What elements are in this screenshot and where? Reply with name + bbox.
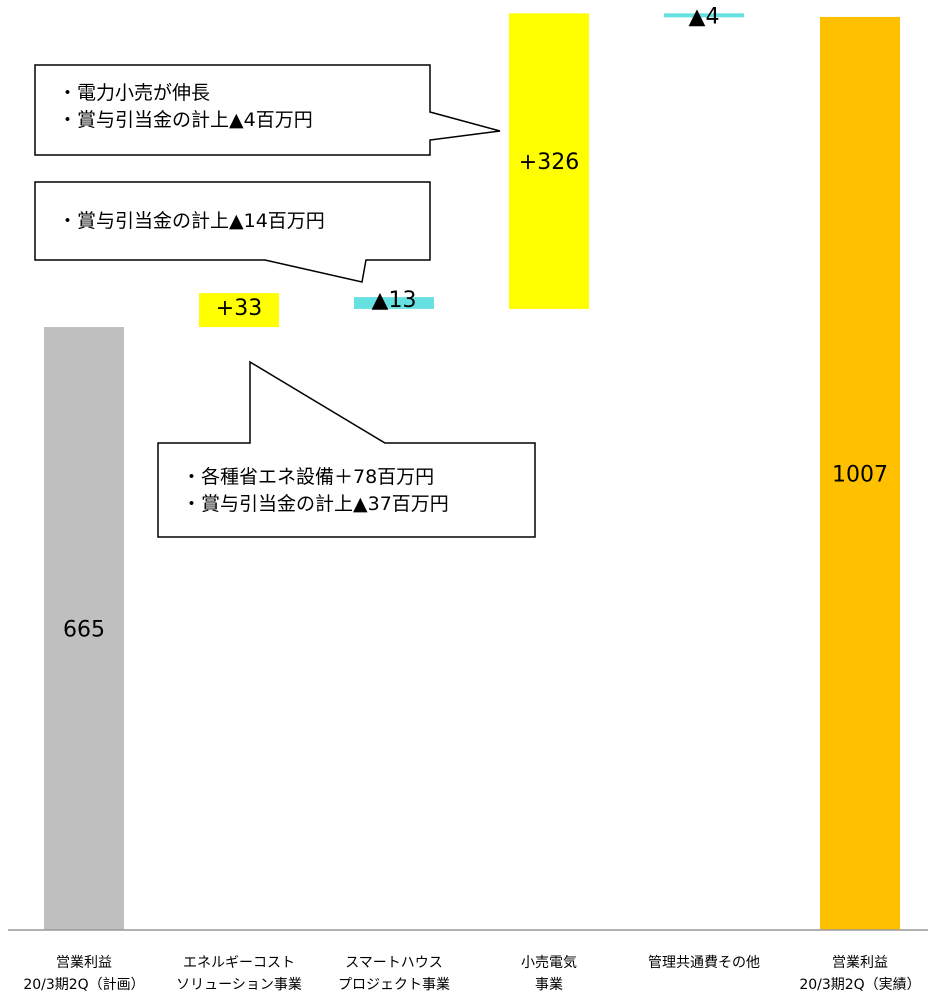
callout-line: ・各種省エネ設備＋78百万円 xyxy=(182,466,435,488)
bar-6 xyxy=(820,16,900,930)
value-label-5: ▲4 xyxy=(689,4,720,29)
x-tick-label-5-line-1: 管理共通費その他 xyxy=(648,955,760,971)
value-label-1: 665 xyxy=(63,618,105,643)
x-tick-label-1-line-1: 営業利益 xyxy=(56,955,112,971)
x-tick-label-1-line-2: 20/3期2Q（計画） xyxy=(23,977,144,993)
x-tick-label-4-line-1: 小売電気 xyxy=(521,955,577,971)
bar-4 xyxy=(509,13,589,309)
callout-line: ・賞与引当金の計上▲4百万円 xyxy=(58,109,313,131)
value-label-2: +33 xyxy=(216,296,262,321)
x-tick-label-2-line-2: ソリューション事業 xyxy=(176,977,302,993)
x-tick-label-4-line-2: 事業 xyxy=(535,977,563,993)
callout-line: ・賞与引当金の計上▲14百万円 xyxy=(58,210,325,232)
value-label-4: +326 xyxy=(519,150,579,175)
value-label-6: 1007 xyxy=(832,462,888,487)
callout-line: ・賞与引当金の計上▲37百万円 xyxy=(182,493,449,515)
value-label-3: ▲13 xyxy=(372,288,417,313)
callout-text-retail: ・電力小売が伸長 ・賞与引当金の計上▲4百万円 xyxy=(58,80,313,134)
bar-5 xyxy=(664,13,744,18)
callout-bubble-retail xyxy=(34,64,501,156)
callout-line: ・電力小売が伸長 xyxy=(58,82,211,104)
callout-bubble-smarthouse xyxy=(34,181,431,283)
bar-1 xyxy=(44,327,124,930)
callout-bubble-energy xyxy=(157,360,536,538)
x-tick-label-6-line-2: 20/3期2Q（実績） xyxy=(799,977,920,993)
value-label-highlight-2 xyxy=(199,293,279,322)
x-tick-label-3-line-2: プロジェクト事業 xyxy=(338,977,450,993)
bar-3 xyxy=(354,297,434,309)
callout-text-energy: ・各種省エネ設備＋78百万円 ・賞与引当金の計上▲37百万円 xyxy=(182,464,449,518)
x-tick-label-3-line-1: スマートハウス xyxy=(345,955,443,971)
x-tick-label-2-line-1: エネルギーコスト xyxy=(183,955,295,971)
callout-text-smarthouse: ・賞与引当金の計上▲14百万円 xyxy=(58,208,325,235)
value-labels-group: 665 +33 ▲13 +326 ▲4 1007 xyxy=(63,4,888,642)
x-tick-label-6-line-1: 営業利益 xyxy=(832,955,888,971)
